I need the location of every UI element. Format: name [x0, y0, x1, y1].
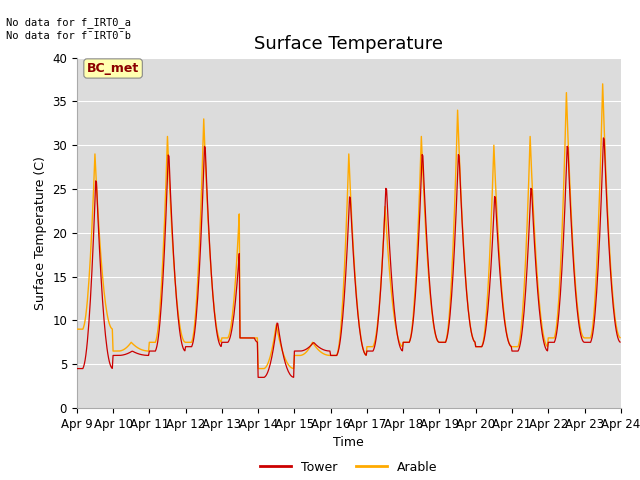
- Y-axis label: Surface Temperature (C): Surface Temperature (C): [34, 156, 47, 310]
- Title: Surface Temperature: Surface Temperature: [254, 35, 444, 53]
- Text: No data for f¯IRT0¯b: No data for f¯IRT0¯b: [6, 31, 131, 41]
- X-axis label: Time: Time: [333, 436, 364, 449]
- Text: BC_met: BC_met: [87, 62, 140, 75]
- Text: No data for f_IRT0_a: No data for f_IRT0_a: [6, 17, 131, 28]
- Legend: Tower, Arable: Tower, Arable: [255, 456, 443, 479]
